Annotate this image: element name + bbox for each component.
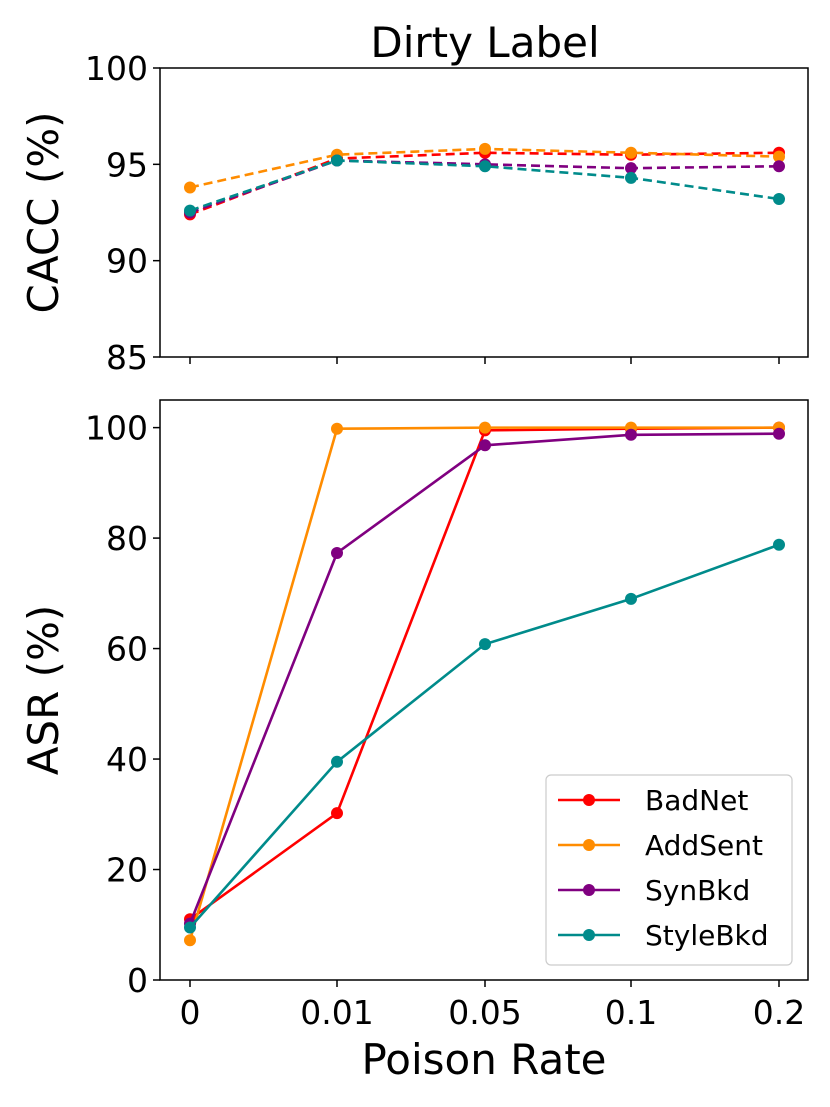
legend-label-stylebkd: StyleBkd	[645, 919, 769, 952]
cacc-point-stylebkd-0-1	[625, 171, 637, 184]
cacc-point-addsent-0	[184, 181, 196, 194]
cacc-point-stylebkd-0-01	[331, 154, 343, 167]
legend-label-badnet: BadNet	[645, 784, 748, 817]
cacc-point-stylebkd-0-2	[773, 193, 785, 206]
asr-frame	[159, 399, 809, 981]
asr-xtick-label-0-1: 0.1	[605, 993, 657, 1032]
cacc-point-synbkd-0-2	[773, 160, 785, 173]
cacc-point-addsent-0-2	[773, 150, 785, 163]
asr-ytick-label-100: 100	[85, 409, 148, 448]
legend-marker-addsent	[583, 839, 595, 851]
asr-xtick-label-0-2: 0.2	[753, 993, 805, 1032]
legend-label-addsent: AddSent	[645, 829, 763, 862]
asr-ytick-label-40: 40	[106, 740, 148, 779]
asr-point-addsent-0-05	[479, 421, 491, 434]
asr-point-stylebkd-0-05	[479, 638, 491, 651]
asr-point-addsent-0	[184, 934, 196, 947]
cacc-frame	[159, 67, 809, 358]
legend: BadNet AddSent SynBkd StyleBkd	[545, 774, 793, 966]
legend-marker-stylebkd	[583, 929, 595, 941]
asr-ytick-label-20: 20	[106, 851, 148, 890]
cacc-ytick-label-90: 90	[106, 242, 148, 281]
asr-ytick-label-80: 80	[106, 519, 148, 558]
legend-box	[545, 774, 793, 966]
asr-point-synbkd-0-01	[331, 547, 343, 560]
asr-ylabel: ASR (%)	[19, 605, 68, 776]
asr-point-stylebkd-0-2	[773, 538, 785, 551]
asr-xtick-label-0-01: 0.01	[300, 993, 373, 1032]
legend-marker-synbkd	[583, 884, 595, 896]
legend-marker-badnet	[583, 794, 595, 806]
asr-panel: 0 20 40 60 80 100 0 0.01 0.05 0.1 0.2 ASR (%) Poison…	[19, 399, 809, 1084]
cacc-ytick-label-85: 85	[106, 338, 148, 377]
asr-point-badnet-0-01	[331, 807, 343, 820]
legend-label-synbkd: SynBkd	[645, 874, 750, 907]
asr-ytick-label-0: 0	[127, 961, 148, 1000]
cacc-ylabel: CACC (%)	[19, 111, 68, 313]
asr-point-stylebkd-0	[184, 921, 196, 934]
cacc-ytick-label-95: 95	[106, 145, 148, 184]
figure-title: Dirty Label	[370, 18, 599, 67]
cacc-point-synbkd-0-1	[625, 162, 637, 175]
asr-point-stylebkd-0-01	[331, 755, 343, 768]
cacc-point-stylebkd-0-05	[479, 160, 491, 173]
cacc-line-stylebkd	[189, 159, 780, 212]
asr-xtick-label-0-05: 0.05	[448, 993, 521, 1032]
cacc-point-addsent-0-1	[625, 146, 637, 159]
cacc-point-addsent-0-05	[479, 142, 491, 155]
asr-point-stylebkd-0-1	[625, 592, 637, 605]
asr-ytick-label-60: 60	[106, 630, 148, 669]
cacc-ytick-label-100: 100	[85, 49, 148, 88]
cacc-panel: 85 90 95 100 CACC (%)	[19, 49, 809, 377]
asr-point-synbkd-0-2	[773, 427, 785, 440]
asr-point-addsent-0-01	[331, 422, 343, 435]
asr-point-synbkd-0-05	[479, 439, 491, 452]
cacc-point-stylebkd-0	[184, 204, 196, 217]
asr-xtick-label-0: 0	[180, 993, 201, 1032]
asr-point-synbkd-0-1	[625, 428, 637, 441]
asr-xlabel: Poison Rate	[361, 1035, 606, 1084]
